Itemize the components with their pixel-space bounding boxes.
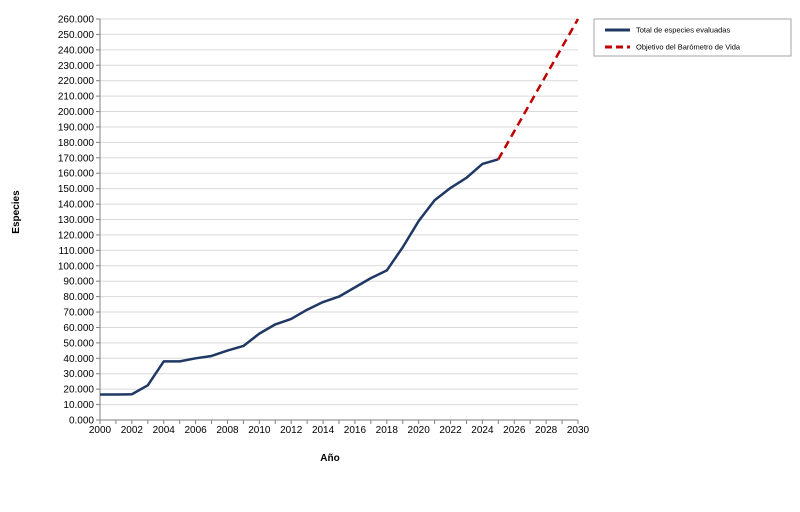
x-tick-label: 2002 bbox=[121, 425, 144, 436]
series-lines bbox=[100, 18, 580, 396]
x-tick-label: 2026 bbox=[503, 425, 526, 436]
y-tick-label: 140.000 bbox=[58, 200, 95, 211]
x-tick-label: 2020 bbox=[408, 425, 431, 436]
y-tick-label: 180.000 bbox=[58, 138, 95, 149]
x-tick-label: 2012 bbox=[280, 425, 303, 436]
y-tick-label: 210.000 bbox=[58, 92, 95, 103]
series-line-0 bbox=[100, 158, 499, 396]
y-tick-label: 190.000 bbox=[58, 122, 95, 133]
y-tick-label: 50.000 bbox=[63, 338, 94, 349]
y-axis-ticks: 0.000 10.000 20.000 30.000 40.000 50.000 60.00… bbox=[58, 15, 100, 427]
y-tick-label: 200.000 bbox=[58, 107, 95, 118]
y-tick-label: 160.000 bbox=[58, 169, 95, 180]
y-tick-label: 240.000 bbox=[58, 45, 95, 56]
x-tick-label: 2016 bbox=[344, 425, 367, 436]
y-tick-label: 70.000 bbox=[63, 308, 94, 319]
y-tick-label: 260.000 bbox=[58, 15, 95, 26]
x-tick-label: 2008 bbox=[216, 425, 239, 436]
x-tick-label: 2006 bbox=[184, 425, 207, 436]
x-tick-label: 2010 bbox=[248, 425, 271, 436]
legend-label-1: Objetivo del Barómetro de Vida bbox=[636, 43, 741, 52]
legend: Total de especies evaluadas Objetivo del… bbox=[593, 18, 792, 57]
x-axis-ticks: 2000 2002 2004 2006 2008 2010 2012 2014 2016 2018… bbox=[89, 420, 590, 436]
x-tick-label: 2000 bbox=[89, 425, 112, 436]
y-tick-label: 10.000 bbox=[63, 400, 94, 411]
y-tick-label: 40.000 bbox=[63, 354, 94, 365]
x-tick-label: 2028 bbox=[535, 425, 558, 436]
x-tick-label: 2014 bbox=[312, 425, 335, 436]
y-tick-label: 60.000 bbox=[63, 323, 94, 334]
x-axis-title: Año bbox=[320, 453, 339, 464]
y-tick-label: 250.000 bbox=[58, 30, 95, 41]
x-tick-label: 2030 bbox=[567, 425, 590, 436]
x-tick-label: 2022 bbox=[439, 425, 462, 436]
y-tick-label: 170.000 bbox=[58, 153, 95, 164]
y-tick-label: 220.000 bbox=[58, 76, 95, 87]
series-line-1 bbox=[497, 18, 580, 160]
y-tick-label: 0.000 bbox=[69, 416, 94, 427]
x-tick-label: 2018 bbox=[376, 425, 399, 436]
legend-box bbox=[593, 18, 792, 57]
y-tick-label: 100.000 bbox=[58, 261, 95, 272]
x-tick-label: 2004 bbox=[153, 425, 176, 436]
axes bbox=[99, 19, 578, 421]
y-axis-title: Especies bbox=[11, 190, 22, 234]
y-tick-label: 90.000 bbox=[63, 277, 94, 288]
y-tick-label: 230.000 bbox=[58, 61, 95, 72]
legend-label-0: Total de especies evaluadas bbox=[636, 26, 730, 35]
y-tick-label: 150.000 bbox=[58, 184, 95, 195]
y-tick-label: 80.000 bbox=[63, 292, 94, 303]
y-tick-label: 120.000 bbox=[58, 230, 95, 241]
y-tick-label: 20.000 bbox=[63, 385, 94, 396]
y-tick-label: 110.000 bbox=[59, 246, 95, 257]
y-tick-label: 130.000 bbox=[58, 215, 95, 226]
y-tick-label: 30.000 bbox=[63, 369, 94, 380]
x-tick-label: 2024 bbox=[471, 425, 494, 436]
grid-lines bbox=[100, 18, 578, 406]
